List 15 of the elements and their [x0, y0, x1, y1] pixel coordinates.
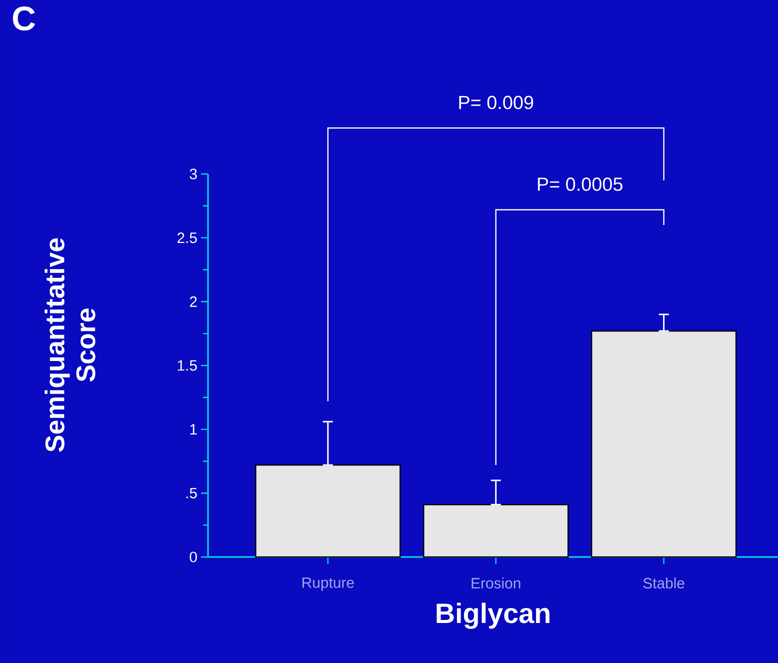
text: P= 0.009	[459, 96, 534, 110]
y-tick-label: 2	[190, 296, 197, 307]
y-tick-label: 1	[190, 424, 197, 434]
x-axis-title: Biglycan	[436, 602, 550, 629]
y-tick-label: 2.5	[177, 232, 197, 244]
x-tick-label: Erosion	[472, 578, 520, 588]
y-axis-title: Semiquantitative Score	[44, 238, 96, 452]
x-tick-label: Rupture	[302, 578, 354, 591]
annotation: P= 0.0005	[538, 177, 622, 191]
x-tick-label: Stable	[643, 578, 684, 588]
y-tick-label: 1.5	[178, 360, 197, 371]
y-tick-label: 0	[190, 552, 197, 562]
y-tick-label: 3	[190, 168, 197, 180]
text: C	[12, 6, 36, 30]
y-tick-label: .5	[186, 488, 197, 498]
